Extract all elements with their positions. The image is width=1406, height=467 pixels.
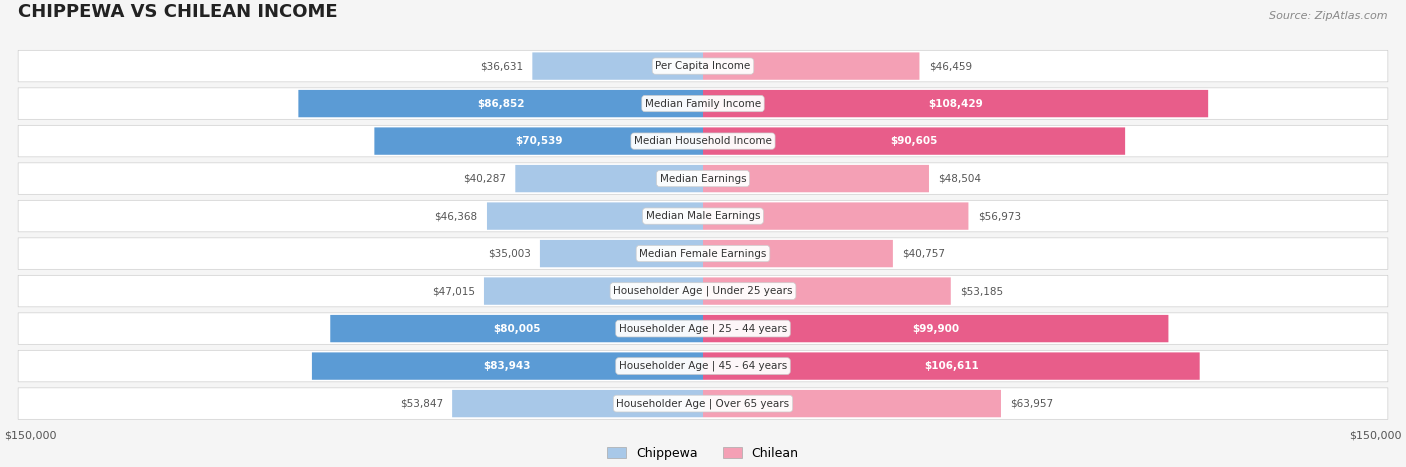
Text: $46,368: $46,368: [434, 211, 478, 221]
Text: $46,459: $46,459: [929, 61, 972, 71]
FancyBboxPatch shape: [374, 127, 703, 155]
FancyBboxPatch shape: [18, 163, 1388, 194]
FancyBboxPatch shape: [703, 127, 1125, 155]
FancyBboxPatch shape: [312, 353, 703, 380]
Text: Per Capita Income: Per Capita Income: [655, 61, 751, 71]
Text: Householder Age | 25 - 44 years: Householder Age | 25 - 44 years: [619, 323, 787, 334]
Text: $47,015: $47,015: [432, 286, 475, 296]
Text: Source: ZipAtlas.com: Source: ZipAtlas.com: [1270, 11, 1388, 21]
FancyBboxPatch shape: [18, 313, 1388, 344]
FancyBboxPatch shape: [453, 390, 703, 417]
Text: Median Earnings: Median Earnings: [659, 174, 747, 184]
Text: $83,943: $83,943: [484, 361, 531, 371]
Text: Median Male Earnings: Median Male Earnings: [645, 211, 761, 221]
Text: $48,504: $48,504: [938, 174, 981, 184]
FancyBboxPatch shape: [18, 238, 1388, 269]
Text: $150,000: $150,000: [1350, 431, 1402, 440]
Text: $36,631: $36,631: [479, 61, 523, 71]
FancyBboxPatch shape: [703, 277, 950, 305]
Text: $40,287: $40,287: [463, 174, 506, 184]
Text: $150,000: $150,000: [4, 431, 56, 440]
FancyBboxPatch shape: [703, 52, 920, 80]
Text: Householder Age | 45 - 64 years: Householder Age | 45 - 64 years: [619, 361, 787, 371]
Text: $40,757: $40,757: [903, 248, 945, 259]
FancyBboxPatch shape: [703, 390, 1001, 417]
FancyBboxPatch shape: [484, 277, 703, 305]
FancyBboxPatch shape: [18, 350, 1388, 382]
Text: $80,005: $80,005: [494, 324, 540, 333]
Text: $53,185: $53,185: [960, 286, 1004, 296]
FancyBboxPatch shape: [486, 202, 703, 230]
Text: Median Family Income: Median Family Income: [645, 99, 761, 109]
Text: $63,957: $63,957: [1011, 399, 1053, 409]
FancyBboxPatch shape: [703, 353, 1199, 380]
Text: Median Household Income: Median Household Income: [634, 136, 772, 146]
FancyBboxPatch shape: [533, 52, 703, 80]
Text: Householder Age | Under 25 years: Householder Age | Under 25 years: [613, 286, 793, 297]
Legend: Chippewa, Chilean: Chippewa, Chilean: [602, 442, 804, 465]
Text: $53,847: $53,847: [399, 399, 443, 409]
FancyBboxPatch shape: [703, 240, 893, 267]
Text: $86,852: $86,852: [477, 99, 524, 109]
Text: CHIPPEWA VS CHILEAN INCOME: CHIPPEWA VS CHILEAN INCOME: [18, 3, 337, 21]
FancyBboxPatch shape: [703, 90, 1208, 117]
Text: $106,611: $106,611: [924, 361, 979, 371]
Text: Median Female Earnings: Median Female Earnings: [640, 248, 766, 259]
FancyBboxPatch shape: [18, 50, 1388, 82]
FancyBboxPatch shape: [540, 240, 703, 267]
FancyBboxPatch shape: [18, 200, 1388, 232]
Text: $90,605: $90,605: [890, 136, 938, 146]
FancyBboxPatch shape: [703, 315, 1168, 342]
FancyBboxPatch shape: [703, 202, 969, 230]
Text: $70,539: $70,539: [515, 136, 562, 146]
Text: Householder Age | Over 65 years: Householder Age | Over 65 years: [616, 398, 790, 409]
FancyBboxPatch shape: [18, 125, 1388, 157]
FancyBboxPatch shape: [18, 276, 1388, 307]
FancyBboxPatch shape: [703, 165, 929, 192]
FancyBboxPatch shape: [298, 90, 703, 117]
Text: $56,973: $56,973: [977, 211, 1021, 221]
FancyBboxPatch shape: [18, 388, 1388, 419]
Text: $35,003: $35,003: [488, 248, 530, 259]
Text: $108,429: $108,429: [928, 99, 983, 109]
FancyBboxPatch shape: [330, 315, 703, 342]
Text: $99,900: $99,900: [912, 324, 959, 333]
FancyBboxPatch shape: [516, 165, 703, 192]
FancyBboxPatch shape: [18, 88, 1388, 120]
